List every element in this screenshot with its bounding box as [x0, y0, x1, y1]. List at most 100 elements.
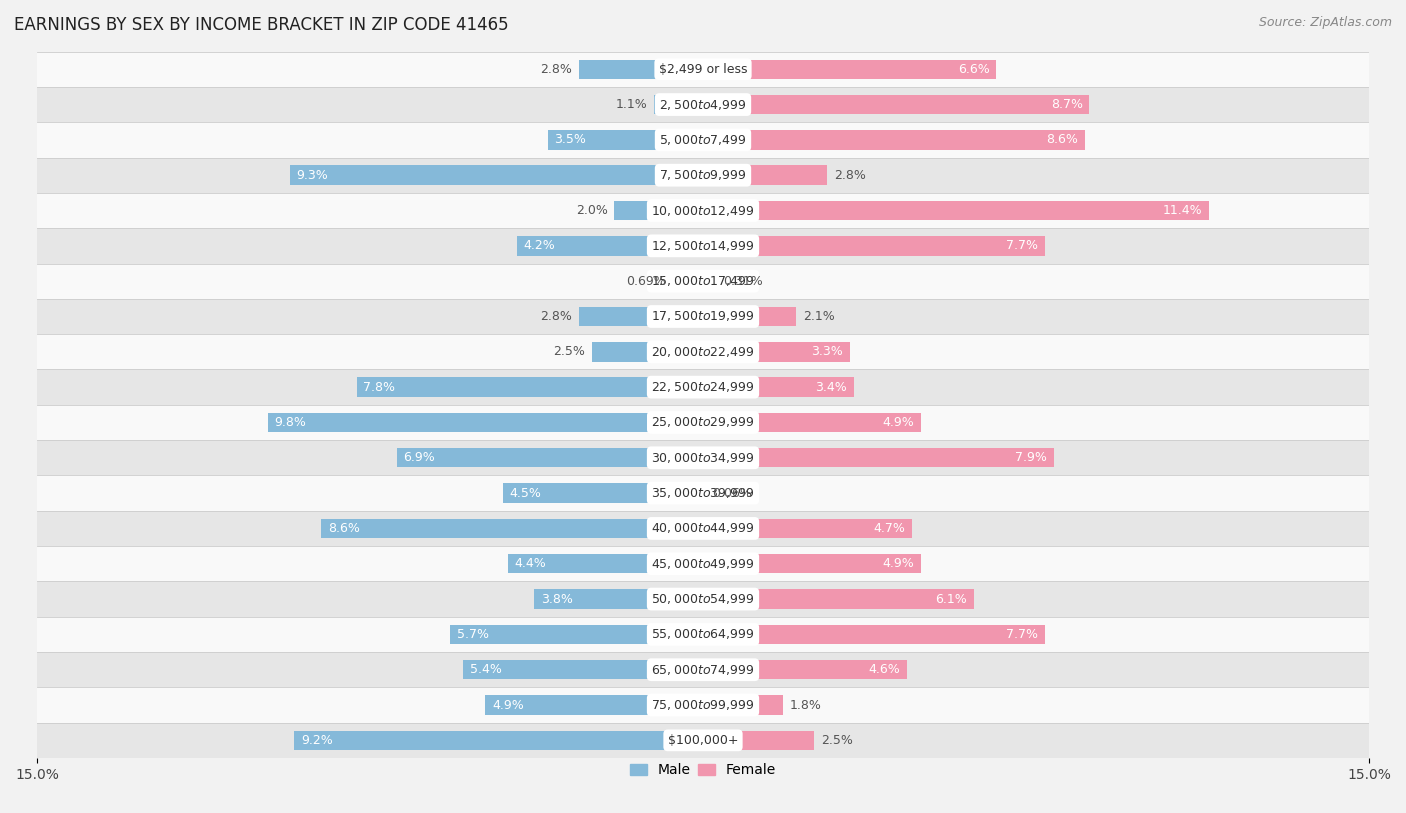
Bar: [703, 624, 1045, 644]
Text: 7.7%: 7.7%: [1007, 628, 1038, 641]
Bar: [579, 59, 703, 79]
Text: 2.5%: 2.5%: [821, 734, 852, 747]
Bar: [37, 122, 1369, 158]
Text: 4.9%: 4.9%: [882, 416, 914, 429]
Text: $7,500 to $9,999: $7,500 to $9,999: [659, 168, 747, 182]
Text: 8.7%: 8.7%: [1050, 98, 1083, 111]
Bar: [703, 695, 783, 715]
Bar: [37, 476, 1369, 511]
Text: $17,500 to $19,999: $17,500 to $19,999: [651, 310, 755, 324]
Text: $10,000 to $12,499: $10,000 to $12,499: [651, 203, 755, 218]
Text: 3.3%: 3.3%: [811, 346, 842, 359]
Text: 6.6%: 6.6%: [957, 63, 990, 76]
Text: $22,500 to $24,999: $22,500 to $24,999: [651, 380, 755, 394]
Text: $30,000 to $34,999: $30,000 to $34,999: [651, 450, 755, 465]
Text: 2.8%: 2.8%: [540, 310, 572, 323]
Text: $45,000 to $49,999: $45,000 to $49,999: [651, 557, 755, 571]
Bar: [37, 51, 1369, 87]
Bar: [703, 589, 974, 609]
Text: $12,500 to $14,999: $12,500 to $14,999: [651, 239, 755, 253]
Text: 3.8%: 3.8%: [541, 593, 572, 606]
Bar: [703, 307, 796, 326]
Bar: [703, 377, 853, 397]
Text: 6.1%: 6.1%: [935, 593, 967, 606]
Text: 7.9%: 7.9%: [1015, 451, 1047, 464]
Text: 9.2%: 9.2%: [301, 734, 333, 747]
Text: $40,000 to $44,999: $40,000 to $44,999: [651, 521, 755, 536]
Bar: [547, 130, 703, 150]
Text: 4.2%: 4.2%: [523, 239, 555, 252]
Bar: [37, 369, 1369, 405]
Text: $35,000 to $39,999: $35,000 to $39,999: [651, 486, 755, 500]
Bar: [37, 687, 1369, 723]
Text: 11.4%: 11.4%: [1163, 204, 1202, 217]
Bar: [703, 484, 706, 502]
Bar: [672, 272, 703, 291]
Text: $50,000 to $54,999: $50,000 to $54,999: [651, 592, 755, 606]
Bar: [294, 731, 703, 750]
Bar: [703, 166, 827, 185]
Text: $25,000 to $29,999: $25,000 to $29,999: [651, 415, 755, 429]
Bar: [37, 617, 1369, 652]
Text: 2.1%: 2.1%: [803, 310, 835, 323]
Bar: [703, 731, 814, 750]
Bar: [37, 723, 1369, 758]
Bar: [485, 695, 703, 715]
Bar: [290, 166, 703, 185]
Text: 8.6%: 8.6%: [328, 522, 360, 535]
Bar: [703, 201, 1209, 220]
Text: 4.6%: 4.6%: [869, 663, 901, 676]
Text: 1.1%: 1.1%: [616, 98, 648, 111]
Bar: [463, 660, 703, 680]
Text: 0.69%: 0.69%: [626, 275, 665, 288]
Text: 0.06%: 0.06%: [713, 487, 752, 500]
Text: 3.5%: 3.5%: [554, 133, 586, 146]
Bar: [703, 660, 907, 680]
Text: $75,000 to $99,999: $75,000 to $99,999: [651, 698, 755, 712]
Bar: [508, 554, 703, 573]
Text: 1.8%: 1.8%: [790, 698, 821, 711]
Text: 4.5%: 4.5%: [510, 487, 541, 500]
Text: $20,000 to $22,499: $20,000 to $22,499: [651, 345, 755, 359]
Text: Source: ZipAtlas.com: Source: ZipAtlas.com: [1258, 16, 1392, 29]
Bar: [703, 130, 1085, 150]
Bar: [614, 201, 703, 220]
Bar: [703, 519, 911, 538]
Bar: [37, 581, 1369, 617]
Bar: [37, 334, 1369, 369]
Bar: [37, 652, 1369, 687]
Text: 4.9%: 4.9%: [492, 698, 524, 711]
Text: 2.8%: 2.8%: [834, 169, 866, 182]
Bar: [703, 236, 1045, 255]
Text: 9.3%: 9.3%: [297, 169, 329, 182]
Bar: [516, 236, 703, 255]
Text: $100,000+: $100,000+: [668, 734, 738, 747]
Text: 7.7%: 7.7%: [1007, 239, 1038, 252]
Bar: [503, 484, 703, 502]
Bar: [37, 158, 1369, 193]
Bar: [37, 546, 1369, 581]
Bar: [592, 342, 703, 362]
Bar: [703, 59, 995, 79]
Bar: [37, 228, 1369, 263]
Text: 4.4%: 4.4%: [515, 557, 546, 570]
Bar: [37, 193, 1369, 228]
Bar: [703, 342, 849, 362]
Bar: [703, 95, 1090, 115]
Bar: [267, 413, 703, 433]
Text: $15,000 to $17,499: $15,000 to $17,499: [651, 274, 755, 288]
Text: 2.0%: 2.0%: [575, 204, 607, 217]
Text: 7.8%: 7.8%: [363, 380, 395, 393]
Text: 4.7%: 4.7%: [873, 522, 905, 535]
Bar: [357, 377, 703, 397]
Text: $5,000 to $7,499: $5,000 to $7,499: [659, 133, 747, 147]
Bar: [534, 589, 703, 609]
Text: 5.7%: 5.7%: [457, 628, 488, 641]
Bar: [37, 299, 1369, 334]
Bar: [37, 263, 1369, 299]
Text: $2,500 to $4,999: $2,500 to $4,999: [659, 98, 747, 111]
Text: EARNINGS BY SEX BY INCOME BRACKET IN ZIP CODE 41465: EARNINGS BY SEX BY INCOME BRACKET IN ZIP…: [14, 16, 509, 34]
Text: 2.8%: 2.8%: [540, 63, 572, 76]
Text: $65,000 to $74,999: $65,000 to $74,999: [651, 663, 755, 676]
Text: 5.4%: 5.4%: [470, 663, 502, 676]
